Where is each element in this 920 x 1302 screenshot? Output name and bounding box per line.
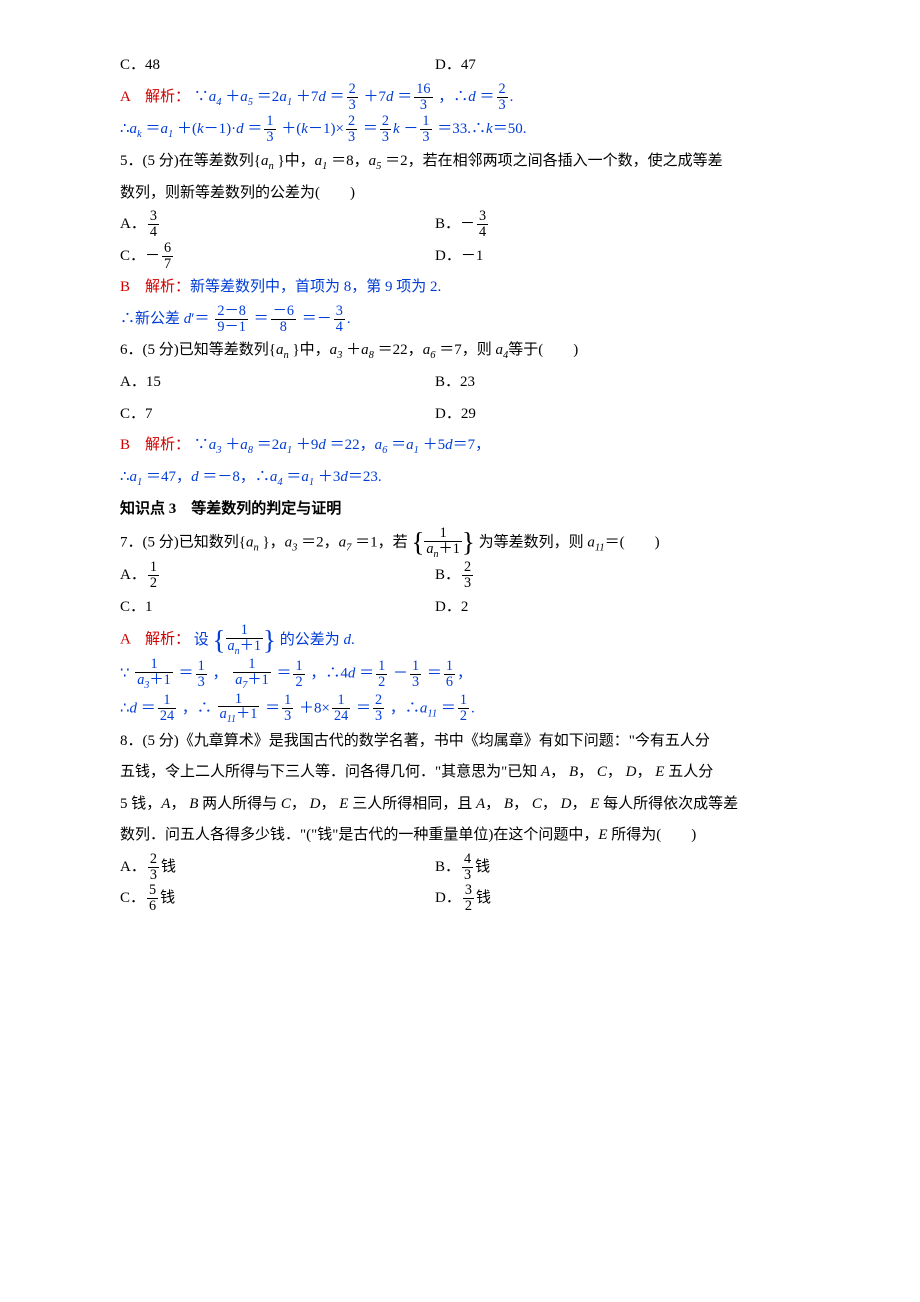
q7-opt-b: B．23 [435, 560, 475, 592]
q8-stem-4: 数列．问五人各得多少钱．"("钱"是古代的一种重量单位)在这个问题中，E 所得为… [120, 820, 810, 852]
q5-opt-d: D．－1 [435, 241, 483, 273]
q4-solution-2: ∴ak ＝a1 ＋(k－1)·d ＝13 ＋(k－1)×23 ＝23k －13 … [120, 114, 810, 146]
q4-opt-c: C．48 [120, 50, 435, 82]
q7-stem: 7．(5 分)已知数列{an }，a3 ＝2，a7 ＝1，若 1an＋1 为等差… [120, 526, 810, 560]
q8-stem-2: 五钱，令上二人所得与下三人等．问各得几何．"其意思为"已知 A， B， C， D… [120, 757, 810, 789]
q6-opt-c: C．7 [120, 399, 435, 431]
q8-opt-d: D．32钱 [435, 883, 491, 915]
q5-solution-2: ∴新公差 d′＝ 2－89－1 ＝－68 ＝－34. [120, 304, 810, 336]
q8-opt-b: B．43钱 [435, 852, 490, 884]
q6-opt-a: A．15 [120, 367, 435, 399]
q4-solution-1: A 解析： ∵a4 ＋a5 ＝2a1 ＋7d ＝23 ＋7d ＝163 ，∴d … [120, 82, 810, 114]
q5-opt-b: B．－34 [435, 209, 490, 241]
q7-opt-d: D．2 [435, 592, 468, 624]
q7-solution-1: A 解析： 设 1an＋1 的公差为 d. [120, 623, 810, 657]
q7-solution-2: ∵ 1a3＋1 ＝13 ， 1a7＋1 ＝12 ，∴4d ＝12 －13 ＝16… [120, 657, 810, 691]
q8-opt-c: C．56钱 [120, 883, 435, 915]
q5-stem-1: 5．(5 分)在等差数列{an }中，a1 ＝8，a5 ＝2，若在相邻两项之间各… [120, 146, 810, 178]
q7-opt-c: C．1 [120, 592, 435, 624]
q6-solution-1: B 解析： ∵a3 ＋a8 ＝2a1 ＋9d ＝22，a6 ＝a1 ＋5d＝7， [120, 430, 810, 462]
q7-solution-3: ∴d ＝124 ，∴ 1a11＋1 ＝13 ＋8×124 ＝23 ，∴a11 ＝… [120, 692, 810, 726]
q8-opt-a: A．23钱 [120, 852, 435, 884]
knowledge-point-3: 知识点 3 等差数列的判定与证明 [120, 494, 810, 526]
q7-opt-a: A．12 [120, 560, 435, 592]
q5-opt-a: A．34 [120, 209, 435, 241]
q5-opt-c: C．－67 [120, 241, 435, 273]
q8-stem-3: 5 钱，A， B 两人所得与 C， D， E 三人所得相同，且 A， B， C，… [120, 789, 810, 821]
q6-opt-b: B．23 [435, 367, 475, 399]
q6-solution-2: ∴a1 ＝47，d ＝－8，∴a4 ＝a1 ＋3d＝23. [120, 462, 810, 494]
q6-opt-d: D．29 [435, 399, 476, 431]
q8-stem-1: 8．(5 分)《九章算术》是我国古代的数学名著，书中《均属章》有如下问题："今有… [120, 726, 810, 758]
q4-opt-d: D．47 [435, 50, 476, 82]
q6-stem: 6．(5 分)已知等差数列{an }中，a3 ＋a8 ＝22，a6 ＝7，则 a… [120, 335, 810, 367]
q5-solution-1: B 解析：新等差数列中，首项为 8，第 9 项为 2. [120, 272, 810, 304]
q5-stem-2: 数列，则新等差数列的公差为( ) [120, 178, 810, 210]
